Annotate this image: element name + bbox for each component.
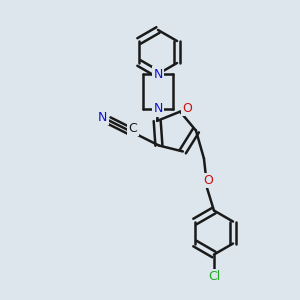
Text: O: O <box>203 174 213 187</box>
Text: N: N <box>98 111 108 124</box>
Text: N: N <box>153 68 163 80</box>
Text: O: O <box>182 102 192 115</box>
Text: C: C <box>128 122 137 135</box>
Text: N: N <box>153 103 163 116</box>
Text: Cl: Cl <box>208 270 220 283</box>
